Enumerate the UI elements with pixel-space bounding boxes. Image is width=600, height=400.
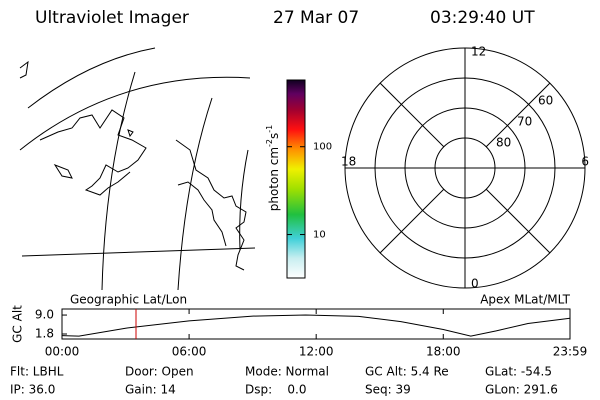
lat-label: 70 bbox=[517, 115, 532, 129]
date: 27 Mar 07 bbox=[273, 8, 359, 28]
label-part: s bbox=[267, 133, 281, 139]
x-tick-label: 06:00 bbox=[172, 345, 207, 359]
altitude-label: GC Alt bbox=[11, 305, 25, 343]
mlt-label: 6 bbox=[581, 155, 589, 169]
status-field: Dsp: 0.0 bbox=[245, 383, 307, 397]
y-tick-label: 9.0 bbox=[35, 308, 54, 322]
x-tick-label: 18:00 bbox=[426, 345, 461, 359]
altitude-curve bbox=[61, 314, 571, 337]
time: 03:29:40 UT bbox=[430, 8, 535, 28]
title: Ultraviolet Imager bbox=[35, 8, 189, 28]
label-part: -1 bbox=[265, 125, 274, 133]
status-field: Flt: LBHL bbox=[10, 365, 64, 379]
mlt-grid-line bbox=[379, 188, 445, 254]
colorbar-label: photon cm-2s-1 bbox=[265, 125, 281, 212]
status-field: GLon: 291.6 bbox=[485, 383, 558, 397]
map bbox=[19, 47, 256, 291]
coastline bbox=[19, 60, 147, 196]
mlt-label: 12 bbox=[471, 45, 486, 59]
mlt-label: 0 bbox=[471, 277, 479, 291]
mlt-grid-line bbox=[485, 188, 551, 254]
mlt-grid-line bbox=[485, 82, 551, 148]
map-grid bbox=[27, 47, 156, 109]
map-label: Geographic Lat/Lon bbox=[70, 293, 187, 307]
x-tick-label: 12:00 bbox=[299, 345, 334, 359]
status-field: GLat: -54.5 bbox=[485, 365, 552, 379]
map-grid bbox=[21, 247, 256, 257]
colorbar bbox=[286, 79, 306, 279]
colorbar-tick-label: 100 bbox=[313, 142, 332, 153]
polar-label: Apex MLat/MLT bbox=[480, 293, 570, 307]
status-field: Seq: 39 bbox=[365, 383, 411, 397]
map-grid bbox=[101, 71, 136, 291]
lat-label: 60 bbox=[538, 94, 553, 108]
status-field: Gain: 14 bbox=[125, 383, 176, 397]
mlt-label: 18 bbox=[341, 155, 356, 169]
status-field: Door: Open bbox=[125, 365, 194, 379]
status-field: IP: 36.0 bbox=[10, 383, 55, 397]
x-tick-label: 23:59 bbox=[553, 345, 588, 359]
status-field: GC Alt: 5.4 Re bbox=[365, 365, 449, 379]
status-field: Mode: Normal bbox=[245, 365, 329, 379]
colorbar-tick-label: 10 bbox=[313, 230, 326, 241]
mlt-grid-line bbox=[379, 82, 445, 148]
label-part: -2 bbox=[265, 139, 274, 147]
coastline bbox=[175, 139, 247, 271]
map-grid bbox=[19, 76, 251, 151]
label-part: photon cm bbox=[267, 147, 281, 211]
y-tick-label: 1.8 bbox=[35, 327, 54, 341]
x-tick-label: 00:00 bbox=[45, 345, 80, 359]
map-grid bbox=[177, 97, 213, 291]
map-grid bbox=[239, 149, 249, 251]
lat-label: 80 bbox=[496, 136, 511, 150]
